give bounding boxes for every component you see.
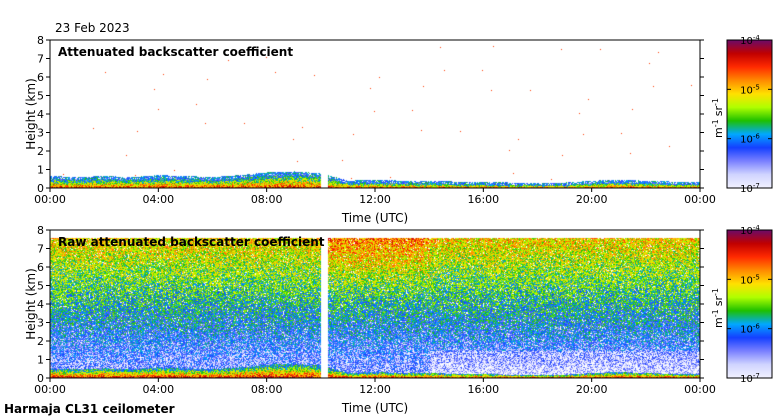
bottom-x-tick-label: 16:00: [467, 383, 499, 396]
bottom-colorbar: 10-410-510-610-7 m-1sr-1: [711, 224, 773, 385]
top-x-axis: 00:00 04:00 08:00 12:00 16:00 20:00 00:00: [34, 188, 716, 206]
bottom-colorbar-ticks: 10-4 10-5 10-6 10-7: [727, 224, 772, 385]
top-colorbar-frame: [726, 39, 773, 189]
bottom-cbar-tick-label: 10-6: [740, 323, 760, 336]
bottom-colorbar-frame: [726, 229, 773, 379]
top-y-tick-label: 5: [37, 90, 44, 103]
top-colorbar-unit: m-1sr-1: [711, 98, 725, 138]
top-unit-m: m: [712, 127, 725, 138]
bottom-y-tick-label: 7: [37, 243, 44, 256]
top-y-tick-label: 3: [37, 127, 44, 140]
bottom-y-axis-label: Height (km): [24, 268, 38, 339]
bottom-x-tick-label: 00:00: [34, 383, 66, 396]
bottom-y-tick-label: 6: [37, 261, 44, 274]
bottom-cbar-tick-label: 10-4: [740, 224, 760, 237]
top-y-axis: 0 1 2 3 4 5 6 7 8: [37, 34, 704, 195]
top-panel: Attenuated backscatter coefficient 0 1 2 3 4…: [24, 34, 773, 225]
top-y-tick-label: 2: [37, 145, 44, 158]
top-y-tick-label: 7: [37, 53, 44, 66]
bottom-x-tick-label: 00:00: [684, 383, 716, 396]
top-colorbar-ticks: 10-4 10-5 10-6 10-7: [727, 34, 772, 195]
top-x-tick-label: 16:00: [467, 193, 499, 206]
bottom-cbar-tick-label: 10-5: [740, 273, 760, 286]
bottom-y-tick-label: 1: [37, 354, 44, 367]
bottom-cbar-tick-label: 10-7: [740, 372, 760, 385]
bottom-unit-m: m: [712, 317, 725, 328]
bottom-x-axis: 00:00 04:00 08:00 12:00 16:00 20:00 00:00: [34, 378, 716, 396]
bottom-unit-sr: sr: [712, 296, 725, 307]
top-heatmap-image: [50, 40, 700, 188]
bottom-x-axis-label: Time (UTC): [341, 401, 408, 415]
bottom-x-tick-label: 12:00: [359, 383, 391, 396]
bottom-heatmap-image: [50, 230, 700, 378]
top-y-tick-label: 8: [37, 34, 44, 47]
top-title: Attenuated backscatter coefficient: [58, 45, 293, 59]
top-x-tick-label: 08:00: [251, 193, 283, 206]
instrument-label: Harmaja CL31 ceilometer: [4, 402, 175, 416]
top-x-tick-label: 00:00: [684, 193, 716, 206]
bottom-y-tick-label: 4: [37, 298, 44, 311]
top-x-axis-label: Time (UTC): [341, 211, 408, 225]
bottom-unit-exp2: -1: [711, 288, 720, 296]
bottom-y-tick-label: 5: [37, 280, 44, 293]
bottom-y-tick-label: 0: [37, 372, 44, 385]
top-cbar-tick-label: 10-4: [740, 34, 760, 47]
bottom-panel: Raw attenuated backscatter coefficient 0…: [24, 224, 773, 415]
bottom-unit-exp1: -1: [711, 309, 720, 317]
top-unit-exp2: -1: [711, 98, 720, 106]
top-cbar-tick-label: 10-6: [740, 133, 760, 146]
top-x-tick-label: 12:00: [359, 193, 391, 206]
top-colorbar-gradient: [727, 40, 772, 188]
top-unit-sr: sr: [712, 106, 725, 117]
date-label: 23 Feb 2023: [55, 21, 130, 35]
top-x-tick-label: 00:00: [34, 193, 66, 206]
top-y-tick-label: 6: [37, 71, 44, 84]
bottom-title: Raw attenuated backscatter coefficient: [58, 235, 325, 249]
bottom-colorbar-gradient: [727, 230, 772, 378]
top-y-tick-label: 4: [37, 108, 44, 121]
top-cbar-tick-label: 10-5: [740, 83, 760, 96]
bottom-heatmap: [50, 230, 700, 378]
bottom-x-tick-label: 20:00: [576, 383, 608, 396]
bottom-y-tick-label: 8: [37, 224, 44, 237]
bottom-colorbar-unit: m-1sr-1: [711, 288, 725, 328]
top-heatmap: [50, 40, 700, 188]
top-y-tick-label: 0: [37, 182, 44, 195]
top-x-tick-label: 20:00: [576, 193, 608, 206]
top-cbar-tick-label: 10-7: [740, 182, 760, 195]
bottom-x-tick-label: 04:00: [142, 383, 174, 396]
top-x-tick-label: 04:00: [142, 193, 174, 206]
bottom-y-axis: 0 1 2 3 4 5 6 7 8: [37, 224, 704, 385]
top-y-tick-label: 1: [37, 164, 44, 177]
bottom-y-tick-label: 3: [37, 317, 44, 330]
bottom-x-tick-label: 08:00: [251, 383, 283, 396]
top-unit-exp1: -1: [711, 119, 720, 127]
bottom-y-tick-label: 2: [37, 335, 44, 348]
top-y-axis-label: Height (km): [24, 78, 38, 149]
top-colorbar: 10-410-510-610-7 m-1sr-1: [711, 34, 773, 195]
